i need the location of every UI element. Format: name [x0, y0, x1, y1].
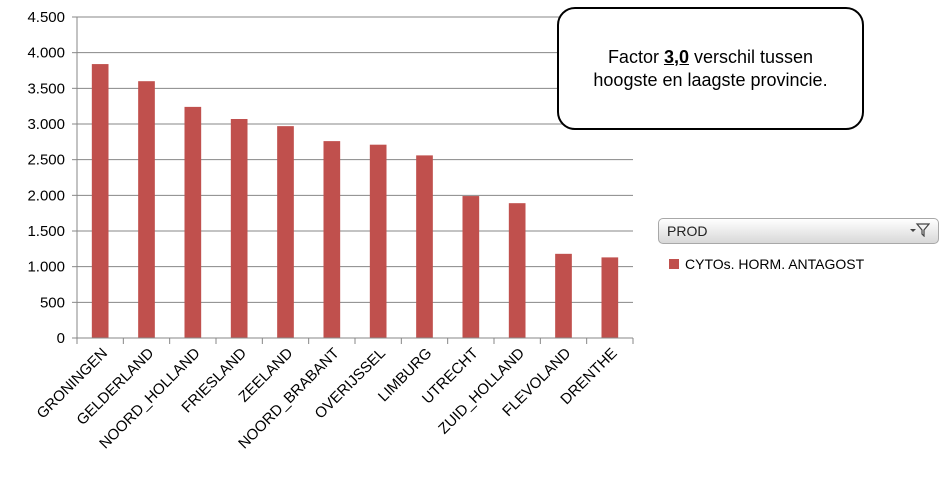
legend-entry: CYTOs. HORM. ANTAGOST — [669, 256, 864, 272]
bar — [508, 203, 526, 338]
filter-funnel-icon[interactable] — [910, 222, 931, 240]
y-tick-label: 2.500 — [27, 152, 65, 169]
bar — [184, 106, 202, 338]
y-tick-label: 4.000 — [27, 45, 65, 62]
legend-series-name: CYTOs. HORM. ANTAGOST — [685, 256, 865, 272]
bar — [277, 126, 294, 338]
annotation-callout: Factor 3,0 verschil tussen hoogste en la… — [557, 7, 864, 130]
y-tick-label: 0 — [57, 330, 65, 347]
bar — [138, 81, 155, 338]
bar — [230, 119, 248, 338]
bar — [462, 196, 480, 338]
bar — [91, 64, 109, 338]
annotation-factor: 3,0 — [663, 46, 689, 67]
y-tick-label: 500 — [40, 294, 65, 311]
y-tick-label: 2.000 — [27, 187, 65, 204]
bars — [91, 64, 619, 338]
bar — [416, 155, 433, 338]
bar — [555, 253, 572, 338]
gridlines — [76, 16, 633, 339]
y-tick-label: 3.000 — [27, 116, 65, 133]
y-axis-ticks: 0 500 1.000 1.500 2.000 2.500 3.000 3.500 4.000 4… — [27, 9, 77, 347]
y-tick-label: 1.500 — [27, 223, 65, 240]
y-tick-label: 4.500 — [27, 9, 65, 26]
bar — [601, 257, 619, 338]
bar — [369, 144, 387, 338]
x-axis-ticks: GRONINGENGELDERLANDNOORD_HOLLANDFRIESLAN… — [34, 337, 634, 452]
y-tick-label: 3.500 — [27, 80, 65, 97]
filter-label: PROD — [667, 223, 708, 239]
annotation-suffix: verschil tussen hoogste en laagste provi… — [593, 46, 828, 90]
legend-swatch — [669, 259, 679, 269]
bar — [323, 141, 341, 338]
y-tick-label: 1.000 — [27, 259, 65, 276]
annotation-prefix: Factor — [607, 46, 664, 67]
x-tick-label: ZUID_HOLLAND — [435, 345, 528, 438]
prod-filter-button[interactable]: PROD — [658, 218, 939, 244]
annotation-text: Factor 3,0 verschil tussen hoogste en la… — [583, 46, 838, 92]
